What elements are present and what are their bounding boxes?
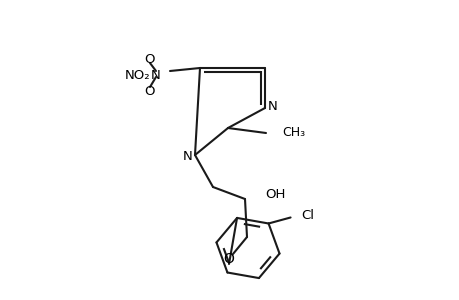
Text: O: O	[145, 85, 155, 98]
Text: Cl: Cl	[301, 209, 314, 222]
Text: N: N	[151, 68, 161, 82]
Text: N: N	[183, 151, 192, 164]
Text: OH: OH	[264, 188, 285, 202]
Text: N: N	[268, 100, 277, 112]
Text: CH₃: CH₃	[281, 127, 304, 140]
Text: O: O	[223, 252, 234, 266]
Text: O: O	[145, 52, 155, 65]
Text: NO₂: NO₂	[124, 68, 150, 82]
